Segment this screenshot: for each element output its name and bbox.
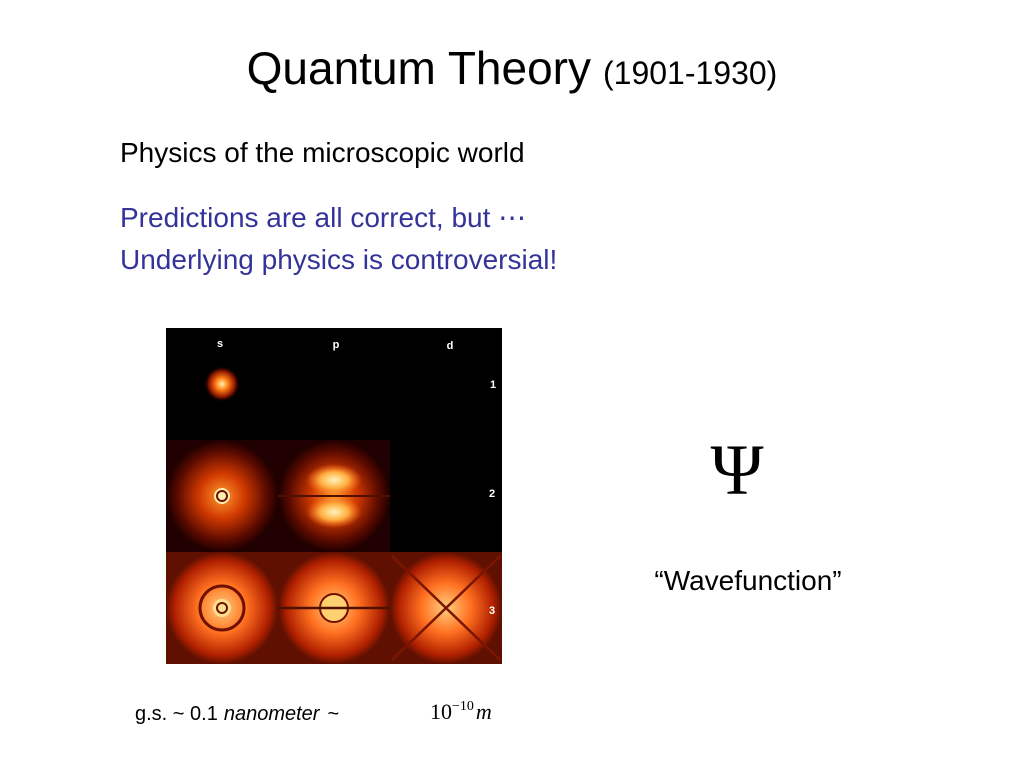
caption: “Wavefunction” <box>654 565 841 596</box>
footer-unit: nanometer <box>224 703 321 725</box>
row-label: 2 <box>489 488 495 500</box>
row-label: 3 <box>489 605 495 617</box>
math-exponent: −10 <box>452 699 474 714</box>
math-base: 10 <box>430 699 452 724</box>
slide-title: Quantum Theory (1901-1930) <box>247 42 778 94</box>
footer: g.s. ~ 0.1 nanometer ~ <box>135 703 339 725</box>
column-label: s <box>217 338 223 350</box>
math-unit: m <box>476 699 492 724</box>
footer-prefix: g.s. ~ 0.1 <box>135 703 218 725</box>
psi-symbol: Ψ <box>710 430 763 510</box>
title-years: (1901-1930) <box>603 55 777 91</box>
column-label: p <box>333 339 340 351</box>
footer-math: 10−10m <box>430 699 492 724</box>
footer-tilde: ~ <box>327 703 339 725</box>
column-label: d <box>447 340 454 352</box>
row-label: 1 <box>490 379 496 391</box>
orbital-image: s p d 1 2 3 <box>166 328 502 664</box>
body-line: Predictions are all correct, but ⋯ <box>120 202 526 233</box>
body-line: Underlying physics is controversial! <box>120 244 557 275</box>
heading: Physics of the microscopic world <box>120 137 525 168</box>
title-main: Quantum Theory <box>247 42 591 94</box>
